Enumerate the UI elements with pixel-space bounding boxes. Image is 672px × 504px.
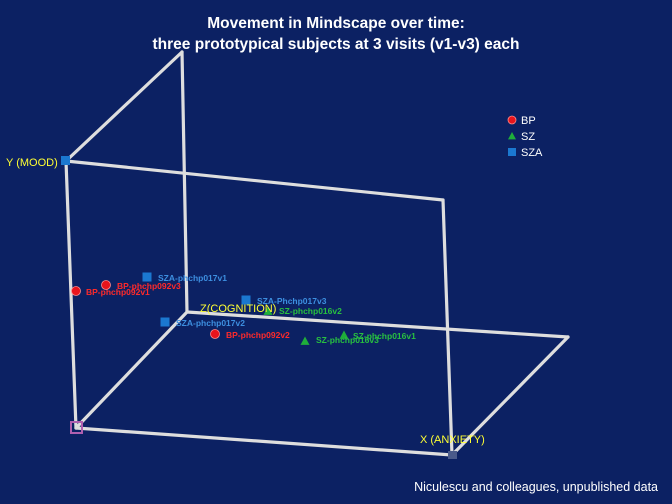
point-label-bp-phchp092v1: BP-phchp092v1: [86, 287, 150, 297]
point-sz-phchp016v1: [339, 330, 349, 339]
point-label-sz-phchp016v2: SZ-phchp016v2: [279, 306, 342, 316]
legend-marker-sza: [508, 148, 516, 156]
axes-frame: [61, 50, 570, 459]
credit-note: Niculescu and colleagues, unpublished da…: [414, 480, 658, 494]
point-bp-phchp092v3: [101, 280, 111, 290]
chart-title-line-2: three prototypical subjects at 3 visits …: [152, 36, 520, 53]
point-label-sz-phchp016v3: SZ-phchp016v3: [316, 335, 379, 345]
z-axis-label: Z(COGNITION): [200, 303, 276, 315]
point-sz-phchp016v3: [300, 336, 310, 345]
x-axis-end-marker: [448, 451, 457, 459]
frame-edge-floor-back: [185, 310, 570, 339]
frame-edge-z-top: [64, 50, 184, 163]
point-label-bp-phchp092v2: BP-phchp092v2: [226, 330, 290, 340]
frame-edge-y-axis: [64, 159, 78, 430]
legend-label-bp: BP: [521, 115, 536, 127]
point-label-bp-phchp092v3: BP-phchp092v3: [117, 281, 181, 291]
frame-edge-top: [64, 159, 445, 202]
chart-title-line-1: Movement in Mindscape over time:: [207, 15, 465, 32]
legend-marker-sz: [508, 132, 516, 140]
point-label-sza-phchp017v1: SZA-phchp017v1: [158, 273, 227, 283]
origin-marker: [70, 421, 83, 434]
frame-edge-x-axis: [74, 426, 454, 457]
legend: BP SZ SZA: [507, 115, 543, 159]
legend-marker-bp: [507, 115, 517, 125]
point-sza-phchp017v1: [142, 272, 152, 282]
x-axis-label: X (ANXIETY): [420, 434, 485, 446]
point-label-sza-phchp017v2: SZA-phchp017v2: [176, 318, 245, 328]
axis-labels: Y (MOOD) X (ANXIETY) Z(COGNITION): [6, 157, 485, 446]
legend-label-sza: SZA: [521, 147, 543, 159]
legend-label-sz: SZ: [521, 131, 535, 143]
point-label-sza-phchp017v3: SZA-Phchp017v3: [257, 296, 327, 306]
point-label-sz-phchp016v1: SZ-phchp016v1: [353, 331, 416, 341]
point-sza-phchp017v2: [160, 317, 170, 327]
point-bp-phchp092v2: [210, 329, 220, 339]
y-axis-end-marker: [61, 156, 70, 165]
frame-edge-z-vertical: [180, 50, 189, 314]
frame-edge-floor-right: [450, 335, 570, 457]
point-sza-phchp017v3: [241, 295, 251, 305]
point-sz-phchp016v2: [263, 306, 273, 315]
point-bp-phchp092v1: [71, 286, 81, 296]
y-axis-label: Y (MOOD): [6, 157, 58, 169]
frame-edge-z-axis: [74, 310, 189, 430]
